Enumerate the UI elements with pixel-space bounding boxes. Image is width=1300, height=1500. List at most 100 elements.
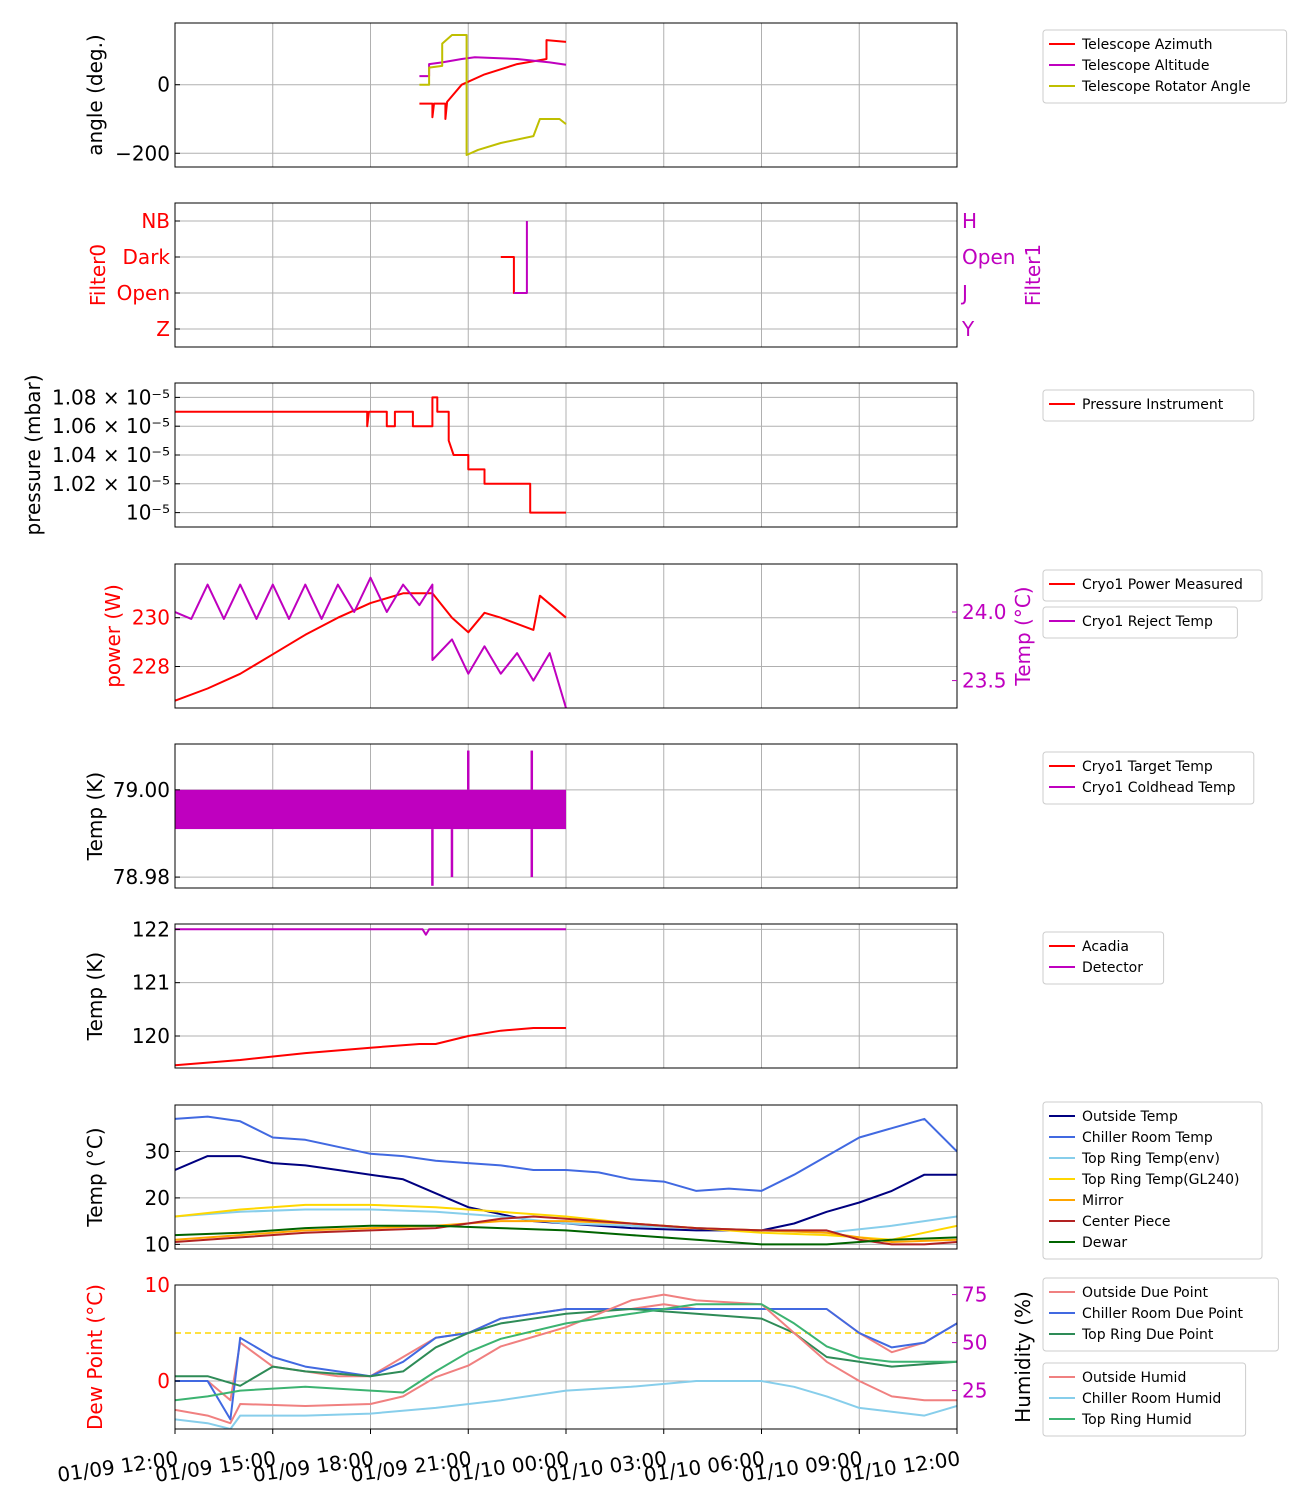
panel-frame — [174, 1104, 958, 1250]
legend-label: Cryo1 Power Measured — [1082, 577, 1243, 593]
y-tick-label-right: 75 — [962, 1283, 987, 1307]
y-tick-label-right: Open — [962, 245, 1015, 269]
y-axis-label: Temp (K) — [83, 772, 107, 861]
panel-frame — [174, 563, 958, 709]
series-group — [175, 576, 567, 708]
panel-6: 120 121 122 Temp (K) Acadia Detector — [83, 917, 1165, 1069]
y-tick-label: 120 — [132, 1024, 170, 1048]
legend-label: Top Ring Temp(GL240) — [1081, 1172, 1240, 1188]
panel-3: 10⁻⁵ 1.02 × 10⁻⁵ 1.04 × 10⁻⁵ 1.06 × 10⁻⁵ 1.0… — [21, 374, 1255, 536]
legend: Outside Due Point Chiller Room Due Point T… — [1042, 1277, 1279, 1437]
y-tick-label: 0 — [157, 73, 170, 97]
panel-8: 0 10 25 50 75 Dew Point (°C) Humidity (%) Outsi… — [83, 1273, 1279, 1437]
panel-frame — [174, 202, 958, 348]
series-band — [175, 789, 566, 830]
y-tick-label-right: J — [960, 281, 968, 305]
series-line — [175, 1303, 957, 1402]
series-line — [175, 1215, 957, 1246]
legend-label: Chiller Room Temp — [1082, 1130, 1213, 1146]
y-tick-label: 30 — [145, 1139, 170, 1163]
y-tick-label: NB — [141, 209, 170, 233]
panel-7: 10 20 30 Temp (°C) Outside Temp Chiller Room … — [83, 1101, 1263, 1260]
panel-frame — [174, 22, 958, 168]
series-line — [419, 34, 567, 156]
y-tick-label: 122 — [132, 917, 170, 941]
series-line — [175, 396, 566, 514]
panel-2: Z Open Dark NB YJ Open H Filter0 Filter1 — [86, 202, 1045, 348]
legend-label: Top Ring Temp(env) — [1081, 1151, 1220, 1167]
panel-4: 228 230 23.5 24.0 power (W) Temp (°C) Cryo1 Po… — [101, 563, 1263, 709]
legend: Cryo1 Power Measured Cryo1 Reject Temp — [1042, 569, 1263, 639]
y-tick-label: 20 — [145, 1186, 170, 1210]
series-line — [513, 221, 528, 294]
plots-group: 0 −200 angle (deg.) Telescope AzimuthTelesc… — [21, 22, 1288, 1437]
y-tick-label-right: 25 — [962, 1379, 987, 1403]
legend-label: Top Ring Due Point — [1081, 1327, 1214, 1343]
y-axis-label-right: Humidity (%) — [1011, 1291, 1035, 1423]
legend: Cryo1 Target Temp Cryo1 Coldhead Temp — [1042, 751, 1255, 805]
legend-label: Cryo1 Reject Temp — [1082, 614, 1213, 630]
series-group — [175, 396, 566, 514]
legend-label: Detector — [1082, 960, 1143, 976]
legend-label: Acadia — [1082, 939, 1129, 955]
series-line — [175, 1293, 957, 1425]
legend-label: Pressure Instrument — [1082, 397, 1224, 413]
y-tick-label: 10⁻⁵ — [126, 501, 170, 525]
legend-label: Center Piece — [1082, 1214, 1171, 1230]
y-axis-label: Temp (K) — [83, 952, 107, 1041]
legend-box — [1042, 29, 1288, 104]
y-axis-label: Dew Point (°C) — [83, 1284, 107, 1430]
y-tick-label: 1.04 × 10⁻⁵ — [52, 443, 170, 467]
y-tick-label: Dark — [123, 245, 171, 269]
panel-frame — [174, 923, 958, 1069]
y-tick-label: Open — [117, 281, 170, 305]
series-line — [175, 592, 567, 702]
series-group — [175, 750, 566, 886]
y-tick-label-right: 23.5 — [962, 669, 1007, 693]
legend-box — [1042, 1362, 1247, 1437]
y-tick-label: −200 — [115, 141, 170, 165]
legend-label: Telescope Azimuth — [1081, 37, 1212, 53]
y-tick-label: 1.06 × 10⁻⁵ — [52, 414, 170, 438]
legend-box — [1042, 1101, 1263, 1260]
legend-label: Cryo1 Target Temp — [1082, 759, 1213, 775]
legend-label: Outside Due Point — [1082, 1285, 1209, 1301]
panel-1: 0 −200 angle (deg.) Telescope AzimuthTelesc… — [83, 22, 1288, 168]
y-axis-label-right: Filter1 — [1021, 244, 1045, 306]
y-axis-label: pressure (mbar) — [21, 374, 45, 535]
y-axis-label: angle (deg.) — [83, 34, 107, 156]
y-axis-label-right: Temp (°C) — [1011, 586, 1035, 686]
y-axis-label: power (W) — [101, 584, 125, 688]
series-line — [175, 1224, 957, 1246]
legend-label: Dewar — [1082, 1235, 1127, 1251]
y-tick-label: 121 — [132, 971, 170, 995]
y-tick-label: 10 — [145, 1273, 170, 1297]
legend-label: Chiller Room Due Point — [1082, 1306, 1243, 1322]
y-axis-label: Filter0 — [86, 244, 110, 306]
legend-box — [1042, 751, 1255, 805]
y-tick-label-right: H — [962, 209, 977, 233]
legend-label: Outside Temp — [1082, 1109, 1178, 1125]
y-tick-label: 1.02 × 10⁻⁵ — [52, 472, 170, 496]
legend-label: Outside Humid — [1082, 1370, 1186, 1386]
y-tick-label-right: 24.0 — [962, 600, 1007, 624]
y-tick-label: 230 — [132, 606, 170, 630]
series-line — [419, 39, 567, 120]
series-line — [175, 1027, 566, 1067]
y-tick-label: 78.98 — [113, 865, 170, 889]
series-line — [175, 1380, 957, 1429]
y-tick-label: 79.00 — [113, 778, 170, 802]
legend-label: Chiller Room Humid — [1082, 1391, 1221, 1407]
series-line — [175, 576, 567, 708]
series-group — [500, 221, 528, 294]
series-line — [175, 928, 566, 936]
y-axis-label: Temp (°C) — [83, 1127, 107, 1227]
legend-box — [1042, 569, 1263, 602]
legend: Outside Temp Chiller Room Temp Top Ring Te… — [1042, 1101, 1263, 1260]
legend: Telescope Azimuth Telescope Altitude Teles… — [1042, 29, 1288, 104]
legend: Acadia Detector — [1042, 931, 1165, 985]
y-tick-label: 10 — [145, 1232, 170, 1256]
y-tick-label: 1.08 × 10⁻⁵ — [52, 385, 170, 409]
